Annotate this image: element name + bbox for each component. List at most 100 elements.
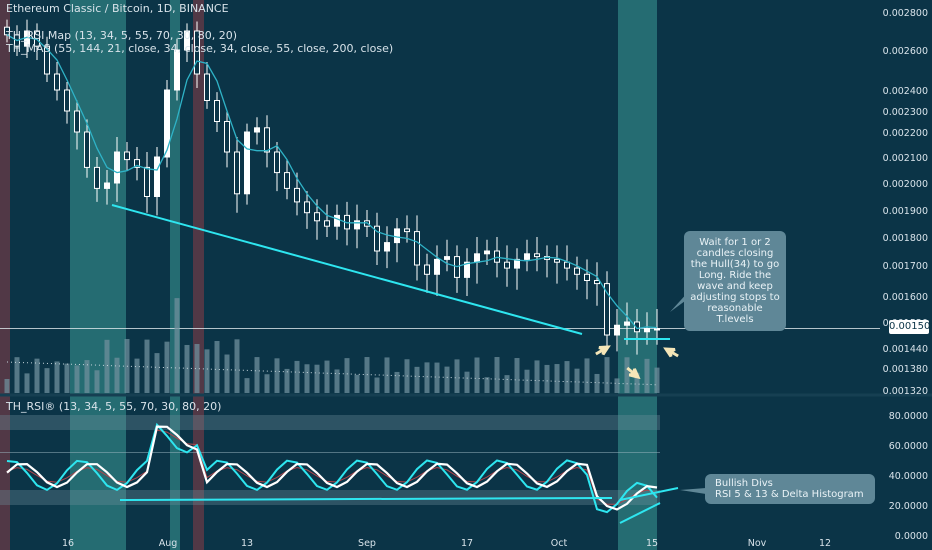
- callout-line1: Bullish Divs: [715, 478, 773, 489]
- current-price-label: 0.001500: [889, 320, 932, 334]
- callout-text: Wait for 1 or 2 candles closing the Hull…: [690, 237, 780, 325]
- volume-bar: [114, 357, 120, 393]
- volume-bar: [534, 360, 540, 393]
- rsi-axis-tick: 60.0000: [889, 441, 928, 452]
- volume-bar: [274, 358, 280, 393]
- chart-title: Ethereum Classic / Bitcoin, 1D, BINANCE: [6, 2, 229, 15]
- candle-body: [194, 30, 200, 75]
- volume-bar: [644, 358, 650, 393]
- rsi-support-line: [119, 497, 613, 501]
- price-axis-tick: 0.001900: [883, 206, 928, 217]
- volume-bar: [654, 367, 660, 393]
- arrow-marker: [595, 345, 611, 356]
- candle-body: [554, 258, 560, 263]
- time-axis-tick: 16: [62, 538, 74, 549]
- candle-body: [114, 151, 120, 184]
- candle-body: [374, 225, 380, 252]
- volume-bar: [454, 359, 460, 393]
- candle-body: [584, 273, 590, 281]
- price-axis-tick: 0.001440: [883, 344, 928, 355]
- candle-body: [434, 258, 440, 275]
- volume-bar: [174, 298, 180, 393]
- bullish-divergence-line: [619, 487, 679, 501]
- volume-bar: [334, 369, 340, 393]
- candle-body: [334, 214, 340, 227]
- price-axis-tick: 0.002200: [883, 128, 928, 139]
- volume-bar: [224, 354, 230, 393]
- candle-body: [184, 30, 190, 51]
- candle-body: [274, 151, 280, 174]
- volume-bar: [154, 353, 160, 393]
- volume-bar: [314, 364, 320, 393]
- volume-bar: [324, 360, 330, 393]
- candle-body: [124, 151, 130, 161]
- price-axis-tick: 0.002100: [883, 153, 928, 164]
- candle-body: [384, 242, 390, 252]
- candle-body: [214, 100, 220, 122]
- candle-body: [224, 121, 230, 153]
- volume-bar: [284, 368, 290, 393]
- volume-bar: [214, 340, 220, 393]
- callout-pointer: [680, 488, 706, 494]
- price-axis-tick: 0.002400: [883, 86, 928, 97]
- rsi-axis-tick: 20.0000: [889, 501, 928, 512]
- time-axis-tick: 13: [241, 538, 253, 549]
- volume-bar: [234, 339, 240, 393]
- candle-body: [94, 166, 100, 189]
- candle-body: [404, 228, 410, 233]
- candle-body: [244, 131, 250, 195]
- price-axis-tick: 0.002000: [883, 179, 928, 190]
- candle-body: [104, 182, 110, 189]
- volume-bar: [134, 358, 140, 393]
- time-axis-tick: 12: [819, 538, 831, 549]
- candle-body: [314, 212, 320, 222]
- volume-bar: [84, 360, 90, 393]
- candle-body: [414, 231, 420, 266]
- long-entry-callout: Wait for 1 or 2 candles closing the Hull…: [684, 231, 786, 331]
- volume-bar: [604, 357, 610, 393]
- time-axis-tick: Aug: [159, 538, 178, 549]
- highlight-zone: [0, 0, 10, 550]
- volume-ma-line: [6, 361, 658, 386]
- volume-bar: [4, 379, 10, 393]
- candle-body: [254, 127, 260, 133]
- volume-bar: [394, 371, 400, 393]
- indicator-mas-legend[interactable]: TH_MAS (55, 144, 21, close, 34, close, 3…: [6, 42, 394, 55]
- candle-body: [164, 89, 170, 158]
- candle-body: [624, 321, 630, 326]
- volume-bar: [144, 339, 150, 393]
- rsi-pane-title[interactable]: TH_RSI® (13, 34, 5, 55, 70, 30, 80, 20): [6, 400, 222, 413]
- time-axis-tick: 15: [646, 538, 658, 549]
- candle-body: [324, 220, 330, 227]
- volume-bar: [374, 377, 380, 393]
- time-axis-tick: Nov: [748, 538, 767, 549]
- bullish-divergence-line: [619, 502, 661, 524]
- candle-body: [444, 256, 450, 260]
- volume-bar: [74, 365, 80, 393]
- hull-ma-line: [6, 34, 658, 330]
- volume-bar: [504, 375, 510, 393]
- candle-body: [514, 258, 520, 269]
- candle-body: [594, 280, 600, 285]
- candle-body: [54, 73, 60, 91]
- rsi-axis-tick: 80.0000: [889, 411, 928, 422]
- indicator-rsi-map-legend[interactable]: TH_RSI Map (13, 34, 5, 55, 70, 30, 80, 2…: [6, 29, 238, 42]
- price-axis-tick: 0.002800: [883, 8, 928, 19]
- volume-bar: [474, 357, 480, 393]
- volume-bar: [244, 378, 250, 393]
- candle-body: [574, 267, 580, 275]
- volume-bar: [204, 349, 210, 393]
- volume-bar: [24, 373, 30, 393]
- volume-bar: [594, 373, 600, 393]
- arrow-shape: [626, 366, 641, 380]
- bullish-divs-callout: Bullish Divs RSI 5 & 13 & Delta Histogra…: [705, 474, 875, 504]
- highlight-zone: [618, 0, 657, 550]
- candle-body: [464, 261, 470, 278]
- candle-body: [524, 253, 530, 260]
- volume-bar: [94, 370, 100, 393]
- price-axis-tick: 0.001600: [883, 292, 928, 303]
- volume-bar: [344, 358, 350, 393]
- candle-body: [634, 321, 640, 333]
- volume-bar: [524, 369, 530, 393]
